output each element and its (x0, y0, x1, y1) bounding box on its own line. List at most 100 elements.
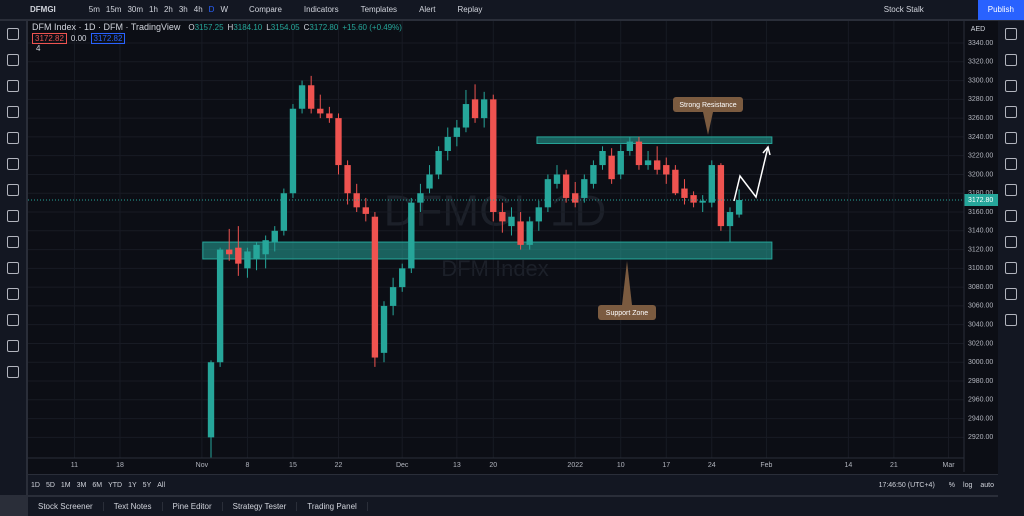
range-button[interactable]: All (157, 481, 166, 489)
tab[interactable]: Strategy Tester (223, 502, 298, 511)
sell-box[interactable]: 3172.82 (32, 33, 67, 44)
y-tick-label: 3340.00 (968, 40, 993, 47)
range-bar: 1D 5D 1M 3M 6M YTD 1Y 5Y All 17:46:50 (UTC+4)% log… (28, 474, 998, 495)
tool-icon[interactable] (7, 54, 19, 66)
tool-icon[interactable] (1005, 28, 1017, 40)
interval[interactable]: 4h (193, 5, 203, 14)
tab[interactable]: Stock Screener (28, 502, 104, 511)
tool-icon[interactable] (1005, 158, 1017, 170)
candle-body (280, 193, 288, 231)
tool-icon[interactable] (1005, 236, 1017, 248)
range-button[interactable]: YTD (108, 481, 123, 489)
toolbar-button[interactable]: Indicators (303, 5, 339, 14)
candle-body (417, 193, 424, 203)
tool-icon[interactable] (7, 236, 19, 248)
candle-body (471, 99, 479, 119)
candle-body (408, 202, 415, 269)
toolbar-button[interactable]: Replay (457, 5, 483, 14)
y-tick-label: 3040.00 (968, 322, 993, 329)
range-button[interactable]: 6M (92, 481, 103, 489)
range-button[interactable]: 1Y (128, 481, 137, 489)
toolbar-button[interactable]: Compare (249, 5, 282, 14)
candle-body (244, 251, 251, 269)
interval[interactable]: W (220, 5, 228, 14)
symbol[interactable]: DFMGI (30, 5, 56, 14)
interval[interactable]: 2h (163, 5, 173, 14)
range-button[interactable]: 5D (45, 481, 55, 489)
tool-icon[interactable] (7, 158, 19, 170)
range-button[interactable]: 5Y (142, 481, 152, 489)
tool-icon[interactable] (1005, 80, 1017, 92)
tool-icon[interactable] (7, 106, 19, 118)
buttons: Compare Indicators Templates Alert Replay (245, 5, 500, 14)
candle-body (262, 240, 269, 255)
tool-icon[interactable] (1005, 132, 1017, 144)
tool-icon[interactable] (7, 262, 19, 274)
scale-button[interactable]: % (948, 481, 956, 489)
tool-icon[interactable] (1005, 314, 1017, 326)
tool-icon[interactable] (7, 80, 19, 92)
callout-box (673, 97, 743, 112)
interval[interactable]: D (208, 5, 215, 14)
publish-button[interactable]: Publish (977, 0, 1024, 20)
tool-icon[interactable] (1005, 210, 1017, 222)
x-tick-label: 17 (662, 462, 670, 469)
scale-button[interactable]: auto (980, 481, 994, 489)
tab[interactable]: Pine Editor (163, 502, 223, 511)
tab[interactable]: Text Notes (104, 502, 163, 511)
tool-icon[interactable] (1005, 106, 1017, 118)
interval[interactable]: 3h (178, 5, 188, 14)
interval[interactable]: 30m (127, 5, 144, 14)
tool-icon[interactable] (7, 184, 19, 196)
x-tick-label: Mar (942, 462, 955, 469)
layout[interactable]: Stock Stalk (883, 5, 924, 14)
range-button[interactable]: 1M (60, 481, 71, 489)
price-tag (964, 194, 998, 206)
x-tick-label: 2022 (567, 462, 583, 469)
currency: AED (971, 26, 985, 33)
candle-body (726, 212, 734, 227)
candle-body (253, 244, 260, 259)
candle-body (307, 85, 315, 109)
tool-icon[interactable] (7, 340, 19, 352)
range-button[interactable]: 3M (76, 481, 87, 489)
callout-pointer (703, 112, 713, 135)
toolbar-button[interactable]: Templates (360, 5, 398, 14)
projection-arrow (733, 146, 769, 202)
tool-icon[interactable] (7, 288, 19, 300)
toolbar-button[interactable]: Alert (419, 5, 436, 14)
interval[interactable]: 5m (88, 5, 100, 14)
tool-icon[interactable] (1005, 184, 1017, 196)
tab[interactable]: Trading Panel (297, 502, 368, 511)
spread: 0.00 (70, 34, 87, 43)
interval[interactable]: 15m (105, 5, 122, 14)
x-tick-label: 8 (245, 462, 249, 469)
tool-icon[interactable] (7, 210, 19, 222)
tool-icon[interactable] (7, 28, 19, 40)
indicators-count[interactable]: 4 (36, 44, 41, 53)
x-tick-label: 24 (708, 462, 716, 469)
candle-body (216, 249, 224, 363)
buy-box[interactable]: 3172.82 (90, 33, 126, 44)
callout-label: Strong Resistance (679, 102, 736, 109)
y-tick-label: 3280.00 (968, 96, 993, 103)
intervals: 5m 15m 30m 1h 2h 3h 4h D W (86, 5, 231, 14)
candle-body (435, 150, 442, 175)
tool-icon[interactable] (7, 366, 19, 378)
tool-icon[interactable] (1005, 288, 1017, 300)
tool-icon[interactable] (7, 314, 19, 326)
scale-button[interactable]: log (963, 481, 973, 489)
right-toolbar (998, 21, 1024, 516)
candle-body (635, 141, 643, 166)
callout-label: Support Zone (606, 310, 649, 317)
tool-icon[interactable] (7, 132, 19, 144)
y-tick-label: 2920.00 (968, 434, 993, 441)
candle-body (226, 249, 233, 255)
tool-icon[interactable] (1005, 262, 1017, 274)
candle-body (317, 108, 324, 114)
tool-icon[interactable] (1005, 54, 1017, 66)
interval[interactable]: 1h (149, 5, 158, 14)
range-button[interactable]: 1D (31, 481, 40, 489)
candle-body (708, 165, 715, 203)
